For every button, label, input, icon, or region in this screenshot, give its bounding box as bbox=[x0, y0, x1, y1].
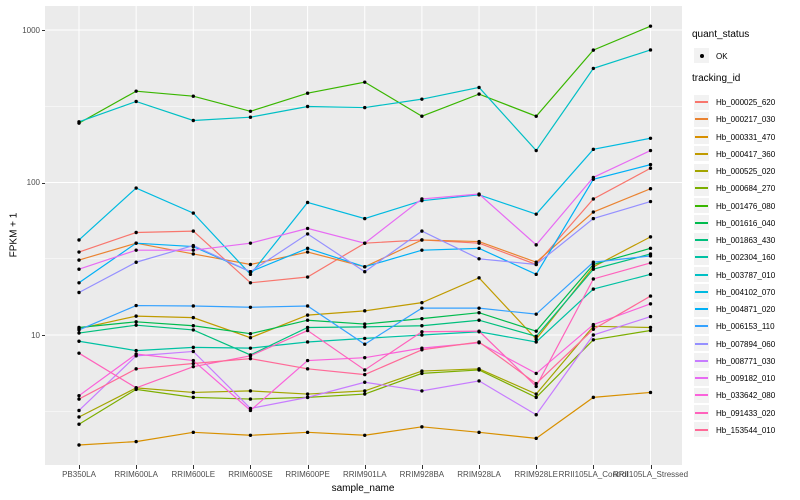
line-swatch-icon bbox=[695, 187, 708, 190]
ok-point-icon bbox=[699, 53, 704, 58]
y-tick-label: 10 bbox=[31, 330, 40, 340]
legend-label-Hb_000025_620: Hb_000025_620 bbox=[716, 98, 776, 107]
legend-key-Hb_002304_160 bbox=[694, 249, 709, 265]
legend-key-Hb_009182_010 bbox=[694, 370, 709, 386]
y-tick-mark bbox=[41, 30, 45, 31]
x-tick-mark bbox=[307, 465, 309, 469]
line-swatch-icon bbox=[695, 118, 708, 121]
x-tick-label-RRII105LA_Stressed: RRII105LA_Stressed bbox=[612, 470, 689, 479]
legend-key-Hb_000684_270 bbox=[694, 180, 709, 196]
y-axis-title: FPKM + 1 bbox=[8, 212, 20, 258]
x-tick-mark bbox=[479, 465, 481, 469]
line-swatch-icon bbox=[695, 170, 708, 172]
line-swatch-icon bbox=[695, 377, 708, 379]
legend-label-Hb_004102_070: Hb_004102_070 bbox=[716, 287, 776, 297]
legend-key-Hb_000331_470 bbox=[694, 129, 709, 144]
line-swatch-icon bbox=[695, 290, 708, 293]
legend-title-tracking-id: tracking_id bbox=[692, 73, 741, 84]
legend-label-Hb_033642_080: Hb_033642_080 bbox=[716, 391, 776, 401]
legend-key-Hb_001616_040 bbox=[694, 215, 709, 231]
y-tick-label: 1000 bbox=[22, 25, 40, 35]
line-swatch-icon bbox=[695, 273, 708, 276]
data-points bbox=[77, 24, 653, 447]
x-tick-label-PB350LA: PB350LA bbox=[62, 470, 96, 479]
x-tick-label-RRIM600PE: RRIM600PE bbox=[285, 470, 330, 479]
legend-label-Hb_006153_110: Hb_006153_110 bbox=[716, 322, 775, 332]
x-tick-mark bbox=[593, 465, 595, 469]
y-tick-mark bbox=[41, 182, 45, 184]
x-tick-mark bbox=[250, 465, 252, 469]
legend-label-quant-status-ok: OK bbox=[716, 52, 728, 61]
x-tick-label-RRIM928LE: RRIM928LE bbox=[514, 470, 558, 479]
legend-label-Hb_007894_060: Hb_007894_060 bbox=[716, 339, 776, 349]
x-tick-label-RRIM928BA: RRIM928BA bbox=[399, 470, 445, 479]
line-swatch-icon bbox=[695, 204, 708, 207]
legend-key-Hb_006153_110 bbox=[694, 318, 709, 334]
legend-key-Hb_000525_020 bbox=[694, 163, 709, 179]
x-tick-label-RRIM600LA: RRIM600LA bbox=[114, 470, 158, 479]
x-tick-label-RRIM901LA: RRIM901LA bbox=[342, 470, 387, 479]
plot-panel bbox=[45, 6, 682, 465]
legend-key-Hb_091433_020 bbox=[694, 405, 709, 420]
x-tick-mark bbox=[136, 465, 138, 469]
line-swatch-icon bbox=[695, 308, 708, 310]
line-swatch-icon bbox=[695, 256, 708, 259]
x-tick-label-RRIM928LA: RRIM928LA bbox=[457, 470, 501, 479]
legend-key-Hb_153544_010 bbox=[694, 422, 709, 438]
legend-label-Hb_000684_270: Hb_000684_270 bbox=[716, 184, 776, 194]
legend-key-Hb_000417_360 bbox=[694, 146, 709, 162]
line-swatch-icon bbox=[695, 342, 708, 345]
legend-label-Hb_153544_010: Hb_153544_010 bbox=[716, 425, 776, 435]
x-tick-label-RRIM600SE: RRIM600SE bbox=[228, 470, 273, 479]
x-tick-mark bbox=[421, 465, 423, 469]
x-axis-title: sample_name bbox=[331, 483, 395, 494]
legend-label-Hb_001863_430: Hb_001863_430 bbox=[716, 236, 776, 245]
legend-key-Hb_004102_070 bbox=[694, 284, 709, 300]
x-tick-label-RRIM600LE: RRIM600LE bbox=[171, 470, 216, 479]
x-tick-mark bbox=[650, 465, 652, 469]
legend-key-Hb_003787_010 bbox=[694, 267, 709, 282]
y-tick-mark bbox=[41, 335, 45, 336]
line-swatch-icon bbox=[695, 325, 708, 328]
x-tick-mark bbox=[536, 465, 538, 469]
legend-key-Hb_000025_620 bbox=[694, 94, 709, 110]
line-swatch-icon bbox=[695, 239, 708, 241]
legend-label-Hb_001616_040: Hb_001616_040 bbox=[716, 218, 776, 228]
line-swatch-icon bbox=[695, 411, 708, 414]
x-tick-mark bbox=[364, 465, 366, 469]
legend-title-quant-status: quant_status bbox=[692, 29, 750, 40]
line-swatch-icon bbox=[695, 101, 708, 103]
legend-key-Hb_001476_080 bbox=[694, 198, 709, 213]
legend-label-Hb_000525_020: Hb_000525_020 bbox=[716, 167, 776, 176]
line-swatch-icon bbox=[695, 359, 708, 362]
line-swatch-icon bbox=[695, 135, 708, 138]
line-swatch-icon bbox=[695, 221, 708, 224]
line-swatch-icon bbox=[695, 152, 708, 155]
legend-label-Hb_003787_010: Hb_003787_010 bbox=[716, 270, 776, 280]
legend-key-Hb_000217_030 bbox=[694, 111, 709, 127]
legend-label-Hb_008771_030: Hb_008771_030 bbox=[716, 356, 776, 366]
legend-label-Hb_000417_360: Hb_000417_360 bbox=[716, 149, 776, 159]
legend-key-Hb_033642_080 bbox=[694, 387, 709, 403]
legend-label-Hb_000217_030: Hb_000217_030 bbox=[716, 115, 776, 125]
x-tick-mark bbox=[193, 465, 195, 469]
y-tick-label: 100 bbox=[26, 178, 40, 187]
legend-key-quant-status-ok bbox=[694, 48, 709, 63]
legend-key-Hb_007894_060 bbox=[694, 336, 709, 351]
legend-key-Hb_008771_030 bbox=[694, 353, 709, 369]
legend-label-Hb_001476_080: Hb_001476_080 bbox=[716, 201, 776, 211]
x-tick-mark bbox=[79, 465, 80, 469]
line-swatch-icon bbox=[695, 428, 708, 431]
chart-canvas bbox=[45, 6, 682, 465]
legend-label-Hb_002304_160: Hb_002304_160 bbox=[716, 253, 776, 263]
line-swatch-icon bbox=[695, 394, 708, 397]
legend-key-Hb_001863_430 bbox=[694, 232, 709, 248]
legend-label-Hb_009182_010: Hb_009182_010 bbox=[716, 374, 776, 383]
x-tick-label-RRII105LA_Control: RRII105LA_Control bbox=[558, 470, 629, 479]
legend-label-Hb_000331_470: Hb_000331_470 bbox=[716, 132, 776, 142]
legend-label-Hb_091433_020: Hb_091433_020 bbox=[716, 408, 776, 418]
legend-key-Hb_004871_020 bbox=[694, 301, 709, 317]
legend-label-Hb_004871_020: Hb_004871_020 bbox=[716, 305, 776, 314]
